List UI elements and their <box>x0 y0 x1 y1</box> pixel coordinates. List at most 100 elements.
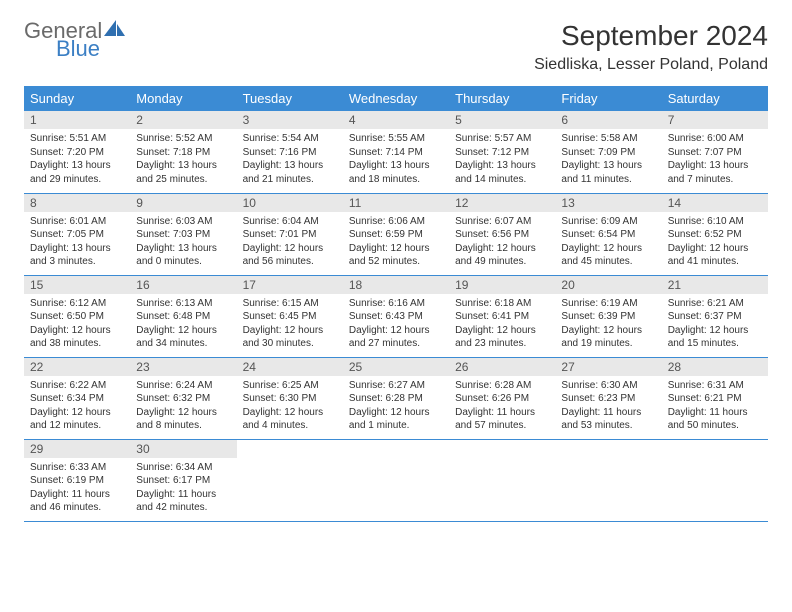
sunset-text: Sunset: 6:56 PM <box>455 228 549 242</box>
day-number: 16 <box>130 276 236 294</box>
day-number: 23 <box>130 358 236 376</box>
title-block: September 2024 Siedliska, Lesser Poland,… <box>534 20 768 74</box>
calendar-day-cell: 18Sunrise: 6:16 AMSunset: 6:43 PMDayligh… <box>343 275 449 357</box>
day-number: 10 <box>237 194 343 212</box>
day-details: Sunrise: 5:54 AMSunset: 7:16 PMDaylight:… <box>237 129 343 190</box>
day-details: Sunrise: 6:09 AMSunset: 6:54 PMDaylight:… <box>555 212 661 273</box>
daylight-text: Daylight: 13 hours and 21 minutes. <box>243 159 337 186</box>
day-details: Sunrise: 5:55 AMSunset: 7:14 PMDaylight:… <box>343 129 449 190</box>
weekday-header: Wednesday <box>343 86 449 111</box>
calendar-day-cell: 21Sunrise: 6:21 AMSunset: 6:37 PMDayligh… <box>662 275 768 357</box>
sunset-text: Sunset: 6:28 PM <box>349 392 443 406</box>
day-number: 22 <box>24 358 130 376</box>
sunset-text: Sunset: 6:17 PM <box>136 474 230 488</box>
calendar-day-cell: 20Sunrise: 6:19 AMSunset: 6:39 PMDayligh… <box>555 275 661 357</box>
day-number: 1 <box>24 111 130 129</box>
sunrise-text: Sunrise: 5:51 AM <box>30 132 124 146</box>
day-details: Sunrise: 6:10 AMSunset: 6:52 PMDaylight:… <box>662 212 768 273</box>
day-number: 9 <box>130 194 236 212</box>
day-details: Sunrise: 5:57 AMSunset: 7:12 PMDaylight:… <box>449 129 555 190</box>
day-details: Sunrise: 5:52 AMSunset: 7:18 PMDaylight:… <box>130 129 236 190</box>
calendar-day-cell: 12 Sunrise: 6:07 AMSunset: 6:56 PMDayligh… <box>449 193 555 275</box>
day-details: Sunrise: 6:19 AMSunset: 6:39 PMDaylight:… <box>555 294 661 355</box>
day-number: 29 <box>24 440 130 458</box>
sunset-text: Sunset: 6:37 PM <box>668 310 762 324</box>
weekday-header: Thursday <box>449 86 555 111</box>
daylight-text: Daylight: 12 hours and 4 minutes. <box>243 406 337 433</box>
day-details: Sunrise: 5:51 AMSunset: 7:20 PMDaylight:… <box>24 129 130 190</box>
weekday-header: Friday <box>555 86 661 111</box>
calendar-day-cell: 26Sunrise: 6:28 AMSunset: 6:26 PMDayligh… <box>449 357 555 439</box>
daylight-text: Daylight: 12 hours and 56 minutes. <box>243 242 337 269</box>
sunrise-text: Sunrise: 6:00 AM <box>668 132 762 146</box>
calendar-day-cell: 8Sunrise: 6:01 AMSunset: 7:05 PMDaylight… <box>24 193 130 275</box>
sunrise-text: Sunrise: 6:15 AM <box>243 297 337 311</box>
daylight-text: Daylight: 12 hours and 41 minutes. <box>668 242 762 269</box>
calendar-day-cell: 24Sunrise: 6:25 AMSunset: 6:30 PMDayligh… <box>237 357 343 439</box>
sunrise-text: Sunrise: 6:07 AM <box>455 215 549 229</box>
day-number: 21 <box>662 276 768 294</box>
day-number: 25 <box>343 358 449 376</box>
daylight-text: Daylight: 12 hours and 23 minutes. <box>455 324 549 351</box>
weekday-header-row: Sunday Monday Tuesday Wednesday Thursday… <box>24 86 768 111</box>
sunrise-text: Sunrise: 6:03 AM <box>136 215 230 229</box>
day-number: 6 <box>555 111 661 129</box>
calendar-day-cell: 15Sunrise: 6:12 AMSunset: 6:50 PMDayligh… <box>24 275 130 357</box>
daylight-text: Daylight: 12 hours and 49 minutes. <box>455 242 549 269</box>
day-details: Sunrise: 6:30 AMSunset: 6:23 PMDaylight:… <box>555 376 661 437</box>
daylight-text: Daylight: 12 hours and 1 minute. <box>349 406 443 433</box>
daylight-text: Daylight: 13 hours and 0 minutes. <box>136 242 230 269</box>
day-number: 5 <box>449 111 555 129</box>
calendar-day-cell: 10Sunrise: 6:04 AMSunset: 7:01 PMDayligh… <box>237 193 343 275</box>
calendar-day-cell <box>662 439 768 521</box>
sunrise-text: Sunrise: 6:19 AM <box>561 297 655 311</box>
calendar-week-row: 15Sunrise: 6:12 AMSunset: 6:50 PMDayligh… <box>24 275 768 357</box>
sunrise-text: Sunrise: 6:27 AM <box>349 379 443 393</box>
sunset-text: Sunset: 7:16 PM <box>243 146 337 160</box>
day-number: 12 <box>449 194 555 212</box>
calendar-day-cell: 1Sunrise: 5:51 AMSunset: 7:20 PMDaylight… <box>24 111 130 193</box>
sunset-text: Sunset: 7:07 PM <box>668 146 762 160</box>
sunrise-text: Sunrise: 6:30 AM <box>561 379 655 393</box>
day-number: 3 <box>237 111 343 129</box>
day-details: Sunrise: 6:21 AMSunset: 6:37 PMDaylight:… <box>662 294 768 355</box>
sunrise-text: Sunrise: 6:18 AM <box>455 297 549 311</box>
day-details: Sunrise: 6:00 AMSunset: 7:07 PMDaylight:… <box>662 129 768 190</box>
daylight-text: Daylight: 12 hours and 34 minutes. <box>136 324 230 351</box>
day-details: Sunrise: 6:06 AMSunset: 6:59 PMDaylight:… <box>343 212 449 273</box>
day-number: 2 <box>130 111 236 129</box>
day-details: Sunrise: 6:12 AMSunset: 6:50 PMDaylight:… <box>24 294 130 355</box>
location-text: Siedliska, Lesser Poland, Poland <box>534 56 768 74</box>
logo-text-blue: Blue <box>56 38 126 60</box>
calendar-day-cell: 11Sunrise: 6:06 AMSunset: 6:59 PMDayligh… <box>343 193 449 275</box>
sunrise-text: Sunrise: 5:54 AM <box>243 132 337 146</box>
sunset-text: Sunset: 6:45 PM <box>243 310 337 324</box>
sunset-text: Sunset: 7:03 PM <box>136 228 230 242</box>
daylight-text: Daylight: 12 hours and 15 minutes. <box>668 324 762 351</box>
sunset-text: Sunset: 7:14 PM <box>349 146 443 160</box>
calendar-week-row: 1Sunrise: 5:51 AMSunset: 7:20 PMDaylight… <box>24 111 768 193</box>
calendar-day-cell: 9 Sunrise: 6:03 AMSunset: 7:03 PMDaylight… <box>130 193 236 275</box>
calendar-day-cell <box>343 439 449 521</box>
day-details: Sunrise: 6:28 AMSunset: 6:26 PMDaylight:… <box>449 376 555 437</box>
daylight-text: Daylight: 12 hours and 19 minutes. <box>561 324 655 351</box>
daylight-text: Daylight: 13 hours and 29 minutes. <box>30 159 124 186</box>
calendar-table: Sunday Monday Tuesday Wednesday Thursday… <box>24 86 768 522</box>
calendar-day-cell: 16Sunrise: 6:13 AMSunset: 6:48 PMDayligh… <box>130 275 236 357</box>
day-details: Sunrise: 6:31 AMSunset: 6:21 PMDaylight:… <box>662 376 768 437</box>
sunset-text: Sunset: 7:18 PM <box>136 146 230 160</box>
daylight-text: Daylight: 12 hours and 8 minutes. <box>136 406 230 433</box>
daylight-text: Daylight: 12 hours and 27 minutes. <box>349 324 443 351</box>
day-details: Sunrise: 6:22 AMSunset: 6:34 PMDaylight:… <box>24 376 130 437</box>
sunset-text: Sunset: 6:50 PM <box>30 310 124 324</box>
sunset-text: Sunset: 7:09 PM <box>561 146 655 160</box>
calendar-day-cell: 30Sunrise: 6:34 AMSunset: 6:17 PMDayligh… <box>130 439 236 521</box>
sunset-text: Sunset: 6:52 PM <box>668 228 762 242</box>
sunrise-text: Sunrise: 6:31 AM <box>668 379 762 393</box>
day-details: Sunrise: 6:25 AMSunset: 6:30 PMDaylight:… <box>237 376 343 437</box>
day-details: Sunrise: 6:33 AMSunset: 6:19 PMDaylight:… <box>24 458 130 519</box>
sunrise-text: Sunrise: 6:13 AM <box>136 297 230 311</box>
day-details: Sunrise: 6:27 AMSunset: 6:28 PMDaylight:… <box>343 376 449 437</box>
sunset-text: Sunset: 7:20 PM <box>30 146 124 160</box>
daylight-text: Daylight: 11 hours and 42 minutes. <box>136 488 230 515</box>
